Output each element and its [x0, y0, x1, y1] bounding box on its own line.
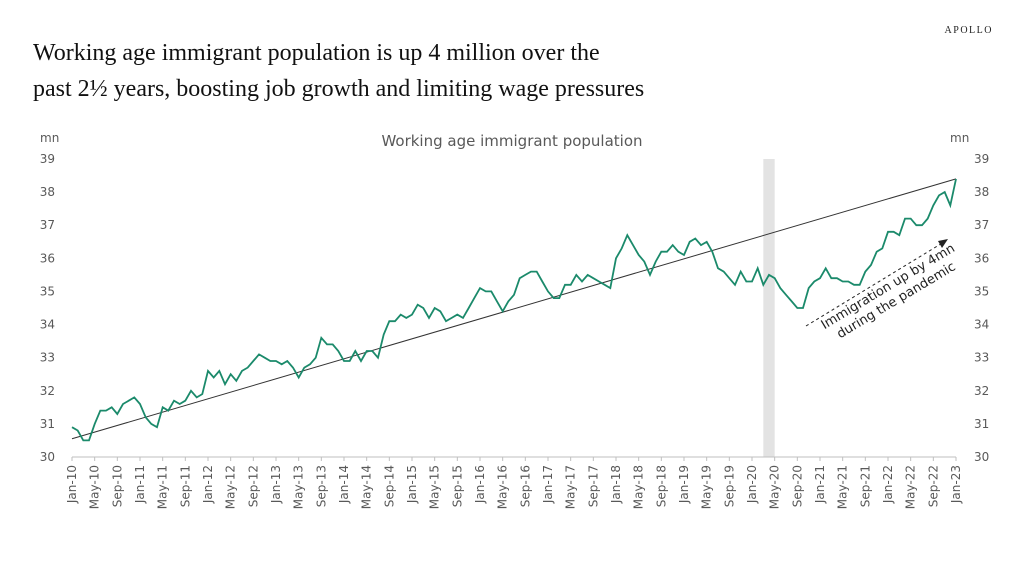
annotation-text: Immigration up by 4mn	[819, 241, 958, 333]
y2-tick-label: 37	[974, 218, 989, 232]
x-tick-label: Jan-19	[677, 465, 691, 504]
x-tick-label: Sep-10	[110, 465, 124, 507]
x-tick-label: May-17	[564, 465, 578, 509]
x-tick-label: Sep-18	[654, 465, 668, 507]
x-tick-label: Sep-12	[246, 465, 260, 507]
y-tick-label: 36	[40, 251, 55, 265]
x-tick-label: Sep-20	[790, 465, 804, 507]
x-tick-label: Jan-14	[337, 465, 351, 504]
y2-unit: mn	[950, 131, 969, 145]
x-tick-label: Jan-12	[201, 465, 215, 504]
y2-tick-label: 33	[974, 351, 989, 365]
y2-tick-label: 31	[974, 417, 989, 431]
x-tick-label: Sep-17	[586, 465, 600, 507]
x-tick-label: May-22	[904, 465, 918, 509]
x-tick-label: Jan-13	[269, 465, 283, 504]
x-tick-label: May-18	[632, 465, 646, 509]
x-tick-label: May-21	[836, 465, 850, 509]
trend-line	[71, 178, 957, 440]
annotation-arrow	[805, 241, 945, 327]
x-tick-label: Jan-10	[65, 465, 79, 504]
headline: Working age immigrant population is up 4…	[33, 40, 600, 66]
y-tick-label: 35	[40, 284, 55, 298]
x-tick-label: Sep-19	[722, 465, 736, 507]
x-tick-label: Sep-16	[518, 465, 532, 507]
y-unit: mn	[40, 131, 59, 145]
x-tick-label: Jan-23	[949, 465, 963, 504]
x-tick-label: Sep-15	[450, 465, 464, 507]
x-tick-label: Sep-22	[926, 465, 940, 507]
shaded-period	[763, 159, 775, 457]
x-tick-label: Jan-21	[813, 465, 827, 504]
x-tick-label: May-14	[360, 465, 374, 509]
x-tick-label: May-15	[428, 465, 442, 509]
x-tick-label: Jan-16	[473, 465, 487, 504]
y-tick-label: 33	[40, 351, 55, 365]
x-tick-label: Jan-22	[881, 465, 895, 504]
x-tick-label: Sep-13	[314, 465, 328, 507]
y2-tick-label: 36	[974, 251, 989, 265]
y2-tick-label: 35	[974, 284, 989, 298]
x-tick-label: Jan-15	[405, 465, 419, 504]
x-tick-label: May-16	[496, 465, 510, 509]
x-tick-label: May-12	[224, 465, 238, 509]
y-tick-label: 30	[40, 450, 55, 464]
x-tick-label: May-11	[156, 465, 170, 509]
x-tick-label: Jan-17	[541, 465, 555, 504]
x-tick-label: Sep-11	[178, 465, 192, 507]
data-line	[71, 178, 957, 442]
x-tick-label: May-19	[700, 465, 714, 509]
y-tick-label: 38	[40, 185, 55, 199]
chart-title: Working age immigrant population	[381, 132, 642, 150]
y-tick-label: 32	[40, 384, 55, 398]
y2-tick-label: 39	[974, 152, 989, 166]
x-tick-label: Jan-18	[609, 465, 623, 504]
y2-tick-label: 34	[974, 318, 989, 332]
y2-tick-label: 32	[974, 384, 989, 398]
headline: past 2½ years, boosting job growth and l…	[33, 76, 644, 102]
x-tick-label: Jan-11	[133, 465, 147, 504]
brand: APOLLO	[945, 25, 993, 36]
x-tick-label: Sep-14	[382, 465, 396, 507]
y-tick-label: 34	[40, 318, 55, 332]
y2-tick-label: 30	[974, 450, 989, 464]
x-tick-label: May-10	[88, 465, 102, 509]
y-tick-label: 31	[40, 417, 55, 431]
y-tick-label: 39	[40, 152, 55, 166]
x-tick-label: Jan-20	[745, 465, 759, 504]
x-tick-label: Sep-21	[858, 465, 872, 507]
x-tick-label: May-13	[292, 465, 306, 509]
x-tick-label: May-20	[768, 465, 782, 509]
y-tick-label: 37	[40, 218, 55, 232]
arrow-head	[938, 239, 948, 248]
y2-tick-label: 38	[974, 185, 989, 199]
